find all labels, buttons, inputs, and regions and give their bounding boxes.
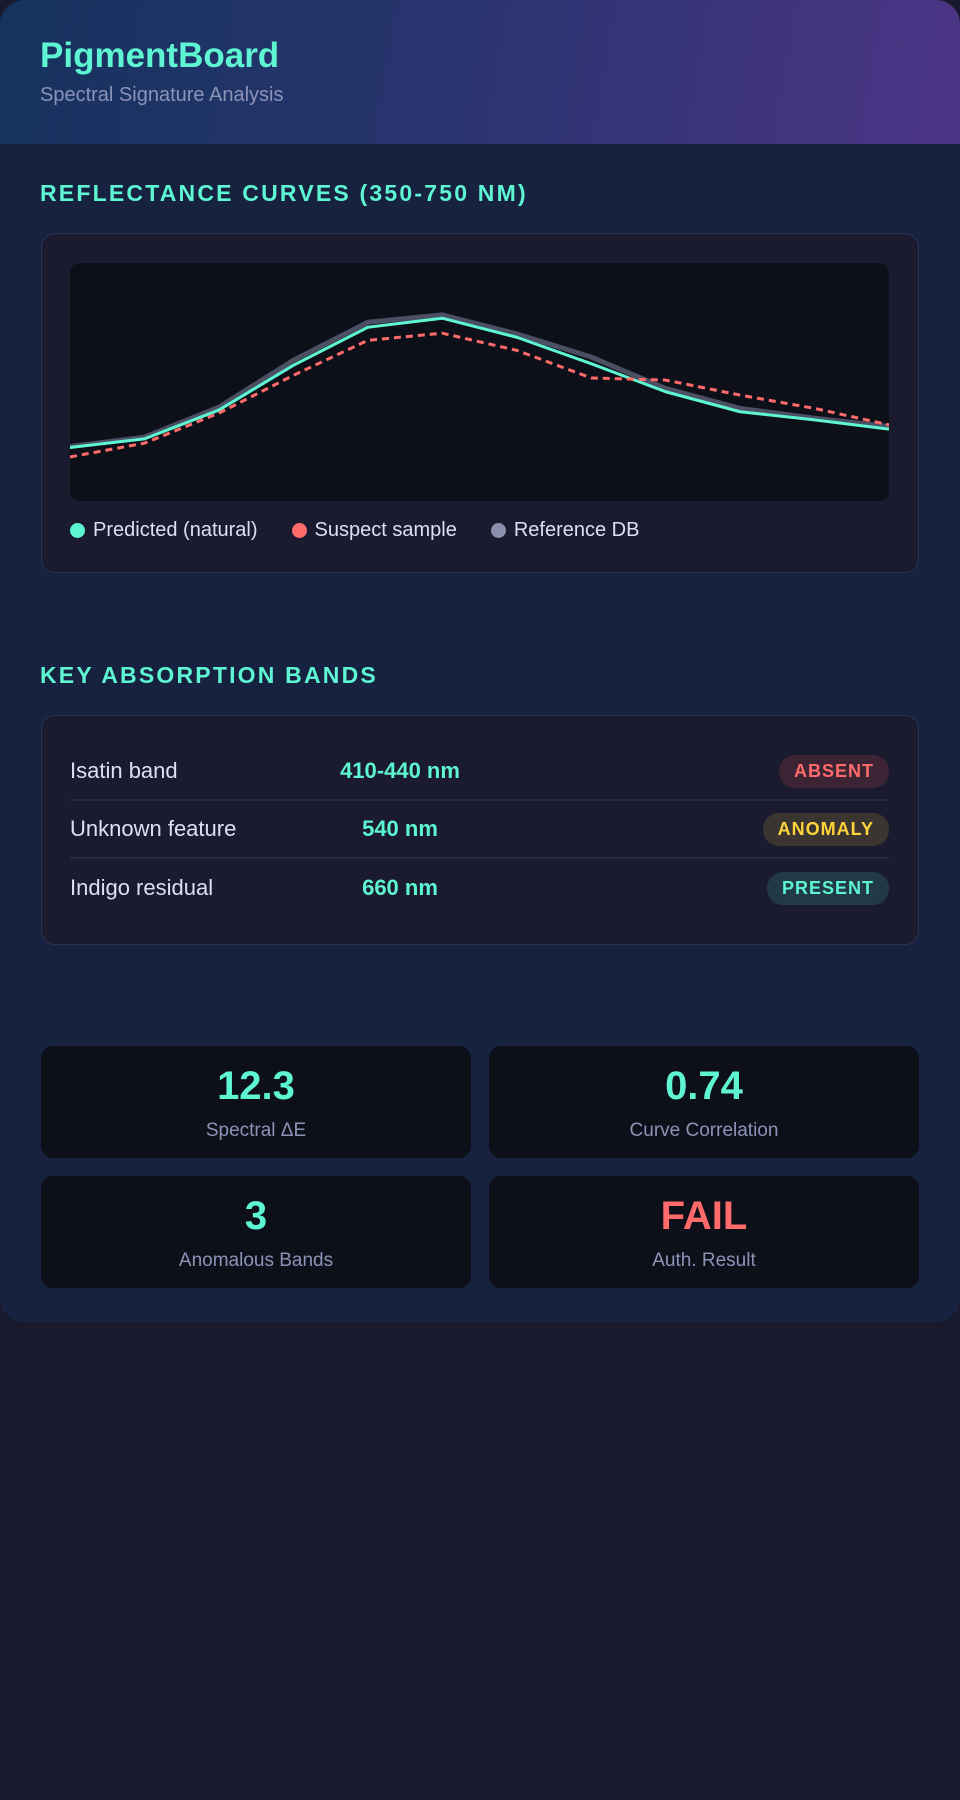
app-subtitle: Spectral Signature Analysis — [40, 84, 284, 106]
band-label: Unknown feature — [70, 816, 237, 841]
status-badge: ANOMALY — [762, 812, 889, 846]
stat-label: Spectral ΔE — [205, 1120, 307, 1141]
legend-label: Reference DB — [513, 519, 640, 541]
stat-value: 3 — [244, 1194, 268, 1238]
stat-value: FAIL — [660, 1194, 748, 1238]
band-row: Unknown feature 540 nm ANOMALY — [70, 800, 889, 858]
legend-dot-icon — [490, 523, 506, 538]
stat-card: 0.74 Curve Correlation — [489, 1046, 919, 1158]
band-label: Indigo residual — [70, 875, 214, 900]
status-badge: ABSENT — [778, 754, 889, 788]
header: PigmentBoard Spectral Signature Analysis — [0, 0, 960, 144]
chart-legend: Predicted (natural) Suspect sample Refer… — [70, 519, 639, 542]
stat-card: 12.3 Spectral ΔE — [41, 1046, 471, 1158]
legend-item-suspect: Suspect sample — [291, 519, 457, 542]
divider — [70, 857, 889, 859]
status-badge: PRESENT — [766, 871, 889, 905]
divider — [70, 799, 889, 801]
chart-svg — [69, 312, 890, 459]
stat-label: Anomalous Bands — [178, 1250, 334, 1271]
stat-label: Curve Correlation — [629, 1120, 779, 1141]
series-line-predicted-natural — [69, 316, 890, 449]
legend-dot-icon — [291, 523, 307, 538]
series-line-suspect-sample — [69, 331, 890, 459]
band-label: Isatin band — [70, 758, 178, 783]
legend-item-predicted: Predicted (natural) — [70, 519, 258, 542]
band-row: Indigo residual 660 nm PRESENT — [70, 859, 889, 917]
band-wavelength: 410-440 nm — [340, 758, 460, 783]
legend-label: Predicted (natural) — [93, 519, 258, 541]
stat-card: FAIL Auth. Result — [489, 1176, 919, 1288]
stat-value: 0.74 — [665, 1064, 743, 1108]
legend-item-reference: Reference DB — [490, 519, 640, 542]
reflectance-chart — [69, 263, 890, 501]
reflectance-section-title: REFLECTANCE CURVES (350-750 NM) — [40, 180, 528, 206]
stat-value: 12.3 — [217, 1064, 295, 1108]
app-panel: PigmentBoard Spectral Signature Analysis… — [0, 0, 960, 1322]
band-wavelength: 540 nm — [362, 816, 438, 841]
band-wavelength: 660 nm — [362, 875, 438, 900]
stat-card: 3 Anomalous Bands — [41, 1176, 471, 1288]
band-row: Isatin band 410-440 nm ABSENT — [70, 742, 889, 800]
legend-label: Suspect sample — [314, 519, 457, 541]
series-line-reference-db — [69, 312, 890, 449]
bands-section-title: KEY ABSORPTION BANDS — [40, 662, 378, 688]
app-title: PigmentBoard — [40, 36, 280, 75]
legend-dot-icon — [70, 523, 85, 538]
stat-label: Auth. Result — [652, 1250, 756, 1271]
